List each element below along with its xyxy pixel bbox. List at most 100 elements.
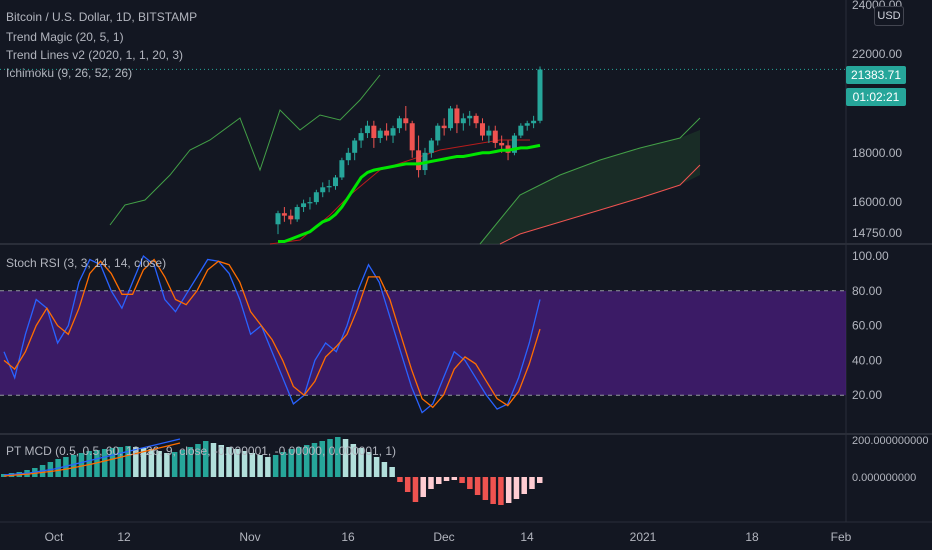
- candle-body[interactable]: [313, 192, 319, 203]
- candle-body[interactable]: [435, 125, 441, 141]
- macd-bar[interactable]: [303, 445, 310, 477]
- candle-body[interactable]: [403, 118, 409, 124]
- legend-ichimoku[interactable]: Ichimoku (9, 26, 52, 26): [6, 66, 133, 80]
- candle-body[interactable]: [448, 108, 454, 129]
- macd-bar[interactable]: [109, 448, 116, 477]
- candle-body[interactable]: [499, 142, 505, 146]
- macd-bar[interactable]: [125, 446, 131, 477]
- macd-bar[interactable]: [133, 447, 139, 477]
- candle-body[interactable]: [358, 133, 364, 141]
- macd-histogram[interactable]: [1, 437, 543, 505]
- legend-pt-macd[interactable]: PT MCD (0.5, 0.5, 60, 12, 26, 9, close, …: [6, 444, 397, 458]
- macd-bar[interactable]: [474, 477, 481, 495]
- macd-bar[interactable]: [327, 439, 333, 477]
- candle-body[interactable]: [288, 215, 294, 220]
- candle-body[interactable]: [416, 150, 422, 171]
- macd-bar[interactable]: [342, 439, 349, 477]
- macd-bar[interactable]: [443, 477, 450, 481]
- macd-bar[interactable]: [70, 455, 77, 477]
- candle-body[interactable]: [479, 123, 485, 136]
- macd-bar[interactable]: [373, 457, 380, 477]
- candle-body[interactable]: [460, 118, 466, 124]
- macd-bar[interactable]: [117, 447, 124, 477]
- candle-body[interactable]: [409, 123, 415, 151]
- candle-body[interactable]: [301, 203, 307, 208]
- candle-body[interactable]: [294, 207, 300, 220]
- macd-bar[interactable]: [513, 477, 520, 499]
- macd-bar[interactable]: [195, 444, 201, 477]
- candle-body[interactable]: [428, 140, 434, 153]
- macd-bar[interactable]: [505, 477, 512, 503]
- macd-bar[interactable]: [404, 477, 411, 492]
- macd-bar[interactable]: [288, 449, 294, 477]
- macd-bar[interactable]: [482, 477, 489, 500]
- macd-bar[interactable]: [451, 477, 458, 480]
- candle-body[interactable]: [364, 125, 370, 134]
- macd-bar[interactable]: [265, 457, 271, 477]
- candle-body[interactable]: [377, 130, 383, 139]
- chart-title[interactable]: Bitcoin / U.S. Dollar, 1D, BITSTAMP: [6, 10, 198, 24]
- candle-body[interactable]: [275, 213, 281, 225]
- macd-bar[interactable]: [148, 449, 155, 477]
- candle-body[interactable]: [333, 177, 339, 187]
- macd-bar[interactable]: [78, 453, 85, 477]
- candle-body[interactable]: [352, 140, 358, 153]
- candle-body[interactable]: [524, 123, 530, 126]
- candle-body[interactable]: [320, 187, 326, 193]
- macd-bar[interactable]: [319, 441, 325, 477]
- candle-body[interactable]: [537, 69, 543, 121]
- macd-bar[interactable]: [280, 452, 287, 477]
- macd-bar[interactable]: [179, 450, 186, 477]
- macd-bar[interactable]: [1, 474, 7, 477]
- candles[interactable]: [275, 66, 543, 235]
- macd-bar[interactable]: [412, 477, 419, 502]
- macd-bar[interactable]: [366, 452, 372, 477]
- legend-stoch-rsi[interactable]: Stoch RSI (3, 3, 14, 14, close): [6, 256, 167, 270]
- candle-body[interactable]: [345, 152, 351, 161]
- macd-bar[interactable]: [296, 447, 302, 477]
- macd-bar[interactable]: [459, 477, 465, 483]
- candle-body[interactable]: [326, 186, 332, 188]
- macd-bar[interactable]: [249, 453, 256, 477]
- macd-bar[interactable]: [101, 449, 108, 477]
- macd-bar[interactable]: [428, 477, 434, 489]
- macd-bar[interactable]: [537, 477, 543, 483]
- macd-bar[interactable]: [389, 467, 395, 477]
- candle-body[interactable]: [518, 125, 524, 136]
- macd-bar[interactable]: [490, 477, 496, 504]
- macd-bar[interactable]: [164, 453, 170, 477]
- macd-bar[interactable]: [257, 455, 263, 477]
- macd-bar[interactable]: [529, 477, 535, 489]
- macd-bar[interactable]: [436, 477, 442, 484]
- macd-bar[interactable]: [241, 451, 248, 477]
- macd-bar[interactable]: [202, 441, 209, 477]
- candle-body[interactable]: [531, 120, 537, 124]
- macd-bar[interactable]: [397, 477, 403, 482]
- macd-bar[interactable]: [358, 448, 364, 477]
- macd-bar[interactable]: [272, 455, 279, 477]
- candle-body[interactable]: [396, 118, 402, 129]
- candle-body[interactable]: [492, 130, 498, 143]
- macd-bar[interactable]: [467, 477, 473, 489]
- macd-bar[interactable]: [218, 445, 225, 477]
- macd-bar[interactable]: [171, 452, 178, 477]
- macd-bar[interactable]: [234, 449, 240, 477]
- macd-bar[interactable]: [210, 443, 217, 477]
- candle-body[interactable]: [467, 115, 473, 119]
- candle-body[interactable]: [371, 125, 377, 139]
- macd-bar[interactable]: [521, 477, 527, 494]
- macd-bar[interactable]: [498, 477, 504, 505]
- candle-body[interactable]: [473, 115, 479, 124]
- candle-body[interactable]: [511, 135, 517, 153]
- macd-bar[interactable]: [350, 444, 357, 477]
- macd-bar[interactable]: [335, 437, 341, 477]
- macd-bar[interactable]: [187, 447, 193, 477]
- macd-bar[interactable]: [156, 451, 162, 477]
- candle-body[interactable]: [384, 130, 390, 136]
- candle-body[interactable]: [454, 108, 460, 124]
- currency-button[interactable]: USD: [874, 6, 904, 26]
- macd-bar[interactable]: [420, 477, 426, 497]
- candle-body[interactable]: [486, 130, 492, 136]
- macd-bar[interactable]: [140, 448, 147, 477]
- legend-trend-lines[interactable]: Trend Lines v2 (2020, 1, 1, 20, 3): [6, 48, 183, 62]
